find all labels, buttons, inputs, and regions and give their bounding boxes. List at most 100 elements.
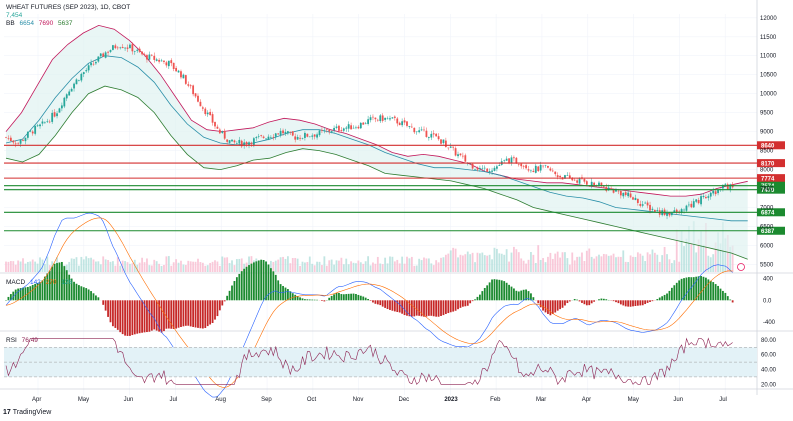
candle-body <box>600 182 603 187</box>
macd-histogram-bar <box>583 300 586 305</box>
candle-body <box>170 60 173 64</box>
macd-label: MACD <box>6 279 26 286</box>
candle-body <box>593 182 596 186</box>
macd-histogram-bar <box>252 262 255 301</box>
volume-bar <box>661 255 664 272</box>
candle-body <box>46 121 49 123</box>
candle-body <box>685 205 688 211</box>
macd-histogram-bar <box>585 300 588 306</box>
candle-body <box>452 146 455 148</box>
candle-body <box>486 168 489 172</box>
macd-histogram-bar <box>36 282 39 301</box>
candle-body <box>653 209 656 212</box>
volume-bar <box>435 260 438 272</box>
macd-histogram-bar <box>340 294 343 301</box>
macd-histogram-bar <box>697 276 700 301</box>
macd-histogram-bar <box>116 300 119 330</box>
macd-legend: MACD 142 270 126 <box>6 279 75 287</box>
macd-histogram-bar <box>233 281 236 301</box>
volume-bar <box>522 260 525 272</box>
macd-histogram-bar <box>503 281 506 301</box>
volume-bar <box>702 244 705 272</box>
tradingview-watermark[interactable]: 17 TradingView <box>3 409 51 416</box>
candle-body <box>551 170 554 172</box>
volume-bar <box>432 265 435 272</box>
volume-bar <box>274 260 277 272</box>
rsi-line <box>5 337 733 385</box>
macd-histogram-bar <box>688 277 690 301</box>
candle-body <box>243 142 246 146</box>
macd-histogram-bar <box>469 300 472 304</box>
volume-bar <box>347 264 350 272</box>
bb-label: BB <box>6 20 15 27</box>
level-tag <box>757 208 785 217</box>
volume-bar <box>172 262 175 272</box>
candle-body <box>632 197 634 200</box>
volume-bar <box>430 263 433 272</box>
price-tick-label: 8500 <box>760 149 774 155</box>
volume-bar <box>231 260 233 272</box>
x-tick-label: Sep <box>261 397 272 403</box>
candle-body <box>177 70 180 73</box>
macd-histogram-bar <box>158 300 161 332</box>
macd-histogram-bar <box>65 270 68 301</box>
candle-body <box>250 142 253 145</box>
volume-bar <box>12 261 15 272</box>
candle-body <box>430 133 433 138</box>
macd-histogram-bar <box>182 300 185 327</box>
macd-histogram-bar <box>269 268 272 301</box>
volume-bar <box>670 263 673 272</box>
candle-body <box>532 170 535 173</box>
candle-body <box>673 210 676 213</box>
candle-body <box>695 199 698 202</box>
candle-body <box>444 140 447 147</box>
volume-bar <box>340 257 343 272</box>
candle-body <box>109 50 112 52</box>
macd-histogram-bar <box>554 300 557 313</box>
candle-body <box>95 62 97 64</box>
volume-bar <box>393 261 396 272</box>
candle-body <box>316 134 318 138</box>
candle-body <box>184 75 187 84</box>
volume-bar <box>590 256 593 272</box>
volume-bar <box>615 257 617 272</box>
macd-histogram-bar <box>673 285 676 301</box>
macd-histogram-bar <box>22 287 24 301</box>
macd-histogram-bar <box>386 300 389 310</box>
candle-body <box>666 212 668 216</box>
candle-body <box>282 130 284 134</box>
volume-bar <box>369 265 372 272</box>
candle-body <box>503 159 506 161</box>
macd-histogram-bar <box>133 300 136 335</box>
candle-body <box>461 155 464 157</box>
candle-body <box>194 93 197 97</box>
macd-histogram-bar <box>262 260 265 301</box>
volume-bar <box>530 252 532 272</box>
volume-bar <box>486 255 489 272</box>
macd-histogram-bar <box>82 287 85 301</box>
macd-histogram-bar <box>709 280 712 301</box>
candle-body <box>335 126 338 128</box>
macd-histogram-bar <box>537 300 540 304</box>
volume-bar <box>109 261 112 272</box>
candle-body <box>342 128 345 131</box>
volume-bar <box>143 262 146 272</box>
macd-histogram-bar <box>184 300 187 326</box>
macd-histogram-bar <box>80 286 83 301</box>
macd-histogram-bar <box>124 300 126 336</box>
candle-body <box>99 53 102 57</box>
volume-bar <box>688 226 690 272</box>
candle-body <box>389 118 391 120</box>
candle-body <box>221 131 224 133</box>
macd-histogram-bar <box>114 300 117 328</box>
event-marker-icon <box>737 263 745 271</box>
macd-histogram-bar <box>692 277 695 301</box>
macd-histogram-bar <box>90 291 92 301</box>
macd-histogram-bar <box>85 288 88 301</box>
price-tick-label: 10500 <box>760 73 777 79</box>
candle-body <box>257 136 260 137</box>
x-tick-label: Dec <box>399 397 410 403</box>
volume-bar <box>342 264 345 272</box>
candle-body <box>65 94 68 99</box>
